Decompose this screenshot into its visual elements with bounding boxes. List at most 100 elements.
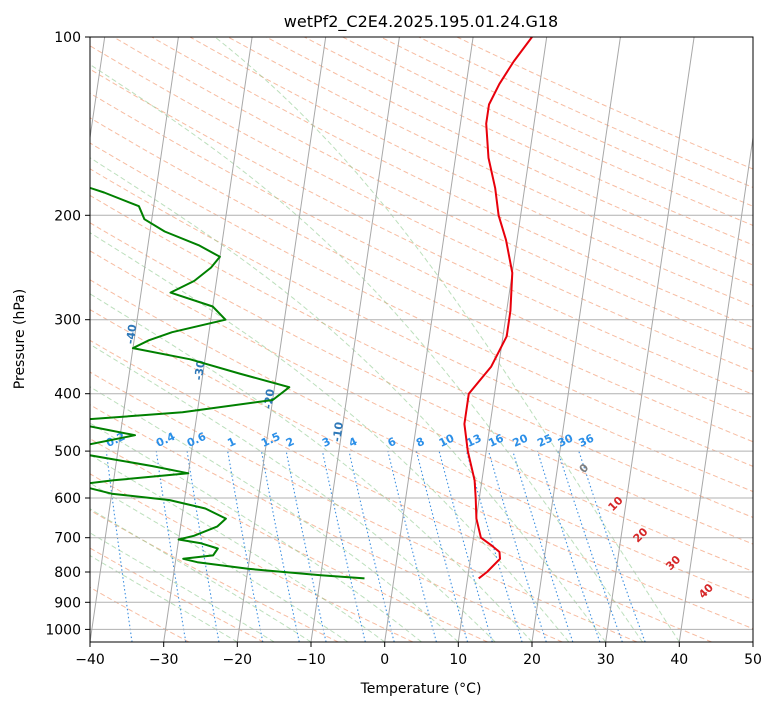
- x-tick-label: 20: [523, 652, 541, 668]
- mixing-ratio-line: [227, 451, 264, 642]
- isotherm-gridline: [678, 134, 753, 642]
- isotherm-gridline: [90, 37, 179, 642]
- y-tick-label: 1000: [45, 622, 81, 638]
- dry-adiabat: [90, 438, 488, 642]
- dry-adiabat: [90, 586, 190, 642]
- x-tick-label: −40: [75, 652, 105, 668]
- y-tick-label: 700: [54, 531, 81, 547]
- x-tick-label: 0: [380, 652, 389, 668]
- mixing-ratio-label: 6: [386, 435, 399, 450]
- mixing-ratio-line: [321, 450, 366, 642]
- dry-adiabat: [90, 194, 753, 518]
- y-tick-label: 100: [54, 30, 81, 46]
- isotherm-gridline: [531, 37, 621, 642]
- chart-title: wetPf2_C2E4.2025.195.01.24.G18: [284, 12, 558, 32]
- moist-adiabat: [90, 343, 496, 642]
- dry-adiabat: [418, 37, 753, 189]
- isotherm-gridline: [90, 37, 106, 142]
- dry-adiabat: [90, 45, 753, 373]
- isotherm-label: -60: [0, 233, 5, 255]
- mixing-ratio-label: 0.6: [185, 430, 208, 450]
- x-tick-label: −20: [223, 652, 253, 668]
- mixing-ratio-line: [536, 450, 601, 642]
- moist-adiabat: [90, 293, 533, 642]
- moist-adiabat-label: 40: [696, 581, 716, 601]
- mixing-ratio-label: 13: [464, 432, 483, 450]
- moist-adiabat: [90, 386, 459, 642]
- axes: −40 −30 −20 −10 0 10 20 30 40 5010020030040050060…: [45, 30, 762, 668]
- isotherm-gridline: [310, 37, 400, 642]
- moist-adiabat: [90, 232, 570, 642]
- dry-adiabat: [90, 279, 753, 601]
- dry-adiabat: [189, 37, 753, 307]
- mixing-ratio-line: [578, 450, 646, 642]
- dry-adiabat: [90, 168, 753, 493]
- y-tick-label: 400: [54, 387, 81, 403]
- mixing-ratio-label: 1.5: [259, 430, 282, 450]
- dry-adiabat: [90, 222, 753, 545]
- moist-adiabat: [90, 454, 385, 642]
- dry-adiabat: [380, 37, 753, 207]
- dewpoint-profile: [90, 186, 365, 580]
- mixing-ratio-label: 10: [437, 431, 457, 449]
- moist-adiabat: [214, 37, 680, 642]
- isotherm-label: -40: [124, 323, 140, 345]
- dry-adiabat: [90, 92, 753, 419]
- isotherm-label: -30: [192, 359, 208, 381]
- moist-adiabat: [90, 554, 238, 642]
- mixing-ratio-label: 1: [225, 435, 237, 450]
- mixing-ratio-label: 16: [486, 431, 506, 449]
- moist-adiabat: [90, 157, 607, 642]
- moist-adiabat: [90, 532, 275, 642]
- dry-adiabat: [90, 371, 638, 642]
- x-tick-label: −30: [149, 652, 179, 668]
- x-tick-label: 40: [670, 652, 688, 668]
- dry-adiabat: [90, 142, 753, 467]
- y-axis-label: Pressure (hPa): [12, 289, 28, 389]
- grid-labels: 0.10.20.40.611.52346810131620253036-100-…: [0, 233, 716, 601]
- dry-adiabat: [90, 509, 339, 642]
- mixing-ratio-line: [260, 450, 300, 642]
- mixing-ratio-line: [557, 450, 623, 642]
- mixing-ratio-label: 4: [347, 435, 360, 450]
- dry-adiabat: [342, 37, 753, 226]
- moist-adiabat: [90, 63, 643, 642]
- isotherm-gridline: [605, 37, 695, 642]
- mixing-ratio-line: [465, 450, 523, 642]
- y-tick-label: 800: [54, 565, 81, 581]
- mixing-ratio-line: [488, 450, 547, 642]
- mixing-ratio-label: 8: [414, 435, 426, 450]
- mixing-ratio-label: 25: [535, 432, 554, 450]
- x-tick-label: 50: [744, 652, 762, 668]
- isotherm-label: -10: [330, 421, 346, 443]
- moist-adiabat-label: 20: [631, 525, 651, 545]
- mixing-ratio-label: 0.4: [154, 430, 177, 450]
- temperature-profile: [463, 37, 533, 580]
- y-tick-label: 200: [54, 208, 81, 224]
- isotherm-gridline: [457, 37, 548, 642]
- mixing-ratio-line: [415, 450, 469, 642]
- mixing-ratio-line: [387, 450, 437, 642]
- isotherm-gridline: [752, 638, 753, 642]
- mixing-ratio-label: 30: [556, 431, 576, 449]
- plot-frame: [89, 36, 754, 643]
- y-tick-label: 500: [54, 444, 81, 460]
- moist-adiabat: [90, 482, 349, 642]
- y-tick-label: 300: [54, 313, 81, 329]
- dry-adiabat: [90, 473, 414, 642]
- dry-adiabat: [90, 547, 264, 642]
- moist-adiabat-label: 0: [577, 461, 592, 476]
- x-tick-label: 10: [449, 652, 467, 668]
- dry-adiabat: [90, 250, 753, 572]
- moist-adiabat: [90, 508, 312, 642]
- isotherm-gridline: [163, 37, 253, 642]
- isotherm-gridline: [384, 37, 474, 642]
- dry-adiabat: [90, 339, 712, 642]
- x-tick-label: −10: [296, 652, 326, 668]
- x-axis-label: Temperature (°C): [360, 681, 482, 697]
- profiles: [90, 37, 533, 580]
- grid-layer: [90, 37, 753, 642]
- y-tick-label: 600: [54, 491, 81, 507]
- isotherm-label: -50: [56, 279, 72, 301]
